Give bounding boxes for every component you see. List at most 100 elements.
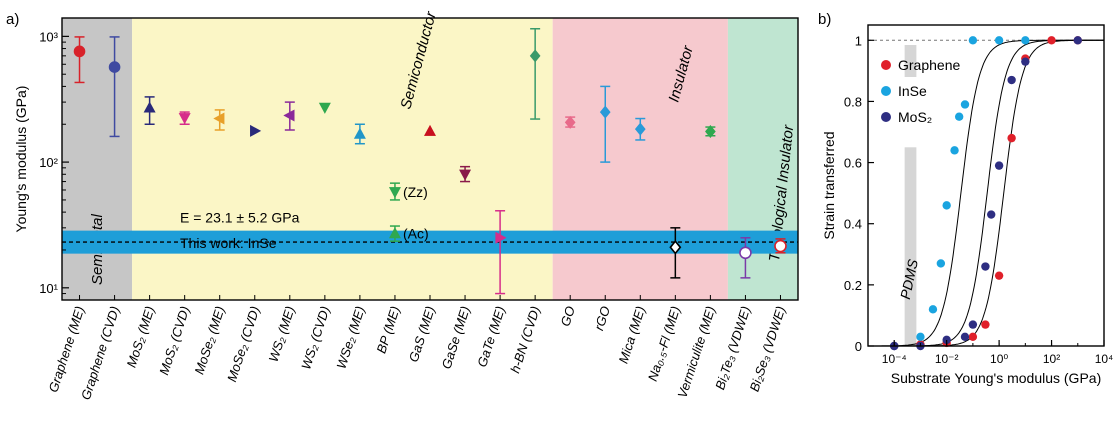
data-point-5 [250, 124, 262, 137]
b-x-tick-label-4: 10⁴ [1095, 352, 1114, 366]
legend-marker-0 [881, 60, 891, 70]
data-point-3 [178, 113, 191, 125]
x-tick-label-1: Graphene (CVD) [78, 304, 122, 401]
series-0-point-4 [981, 320, 990, 329]
b-y-tick-label-2: 0.4 [844, 217, 862, 232]
y-tick-label-0: 10¹ [39, 281, 58, 296]
data-point-14 [529, 49, 541, 63]
data-point-15 [564, 115, 576, 129]
series-2-point-4 [968, 320, 978, 329]
series-1-point-2 [928, 305, 938, 314]
y-axis-label-b: Strain transferred [821, 131, 837, 239]
series-0-point-3 [968, 332, 978, 342]
b-x-tick-label-3: 10² [1043, 352, 1060, 366]
x-tick-label-2: MoS₂ (ME) [124, 304, 158, 369]
x-tick-label-3: MoS₂ (CVD) [156, 304, 192, 377]
data-point-1 [108, 61, 121, 73]
x-tick-label-20: Bi₂Se₃ (VDWE) [747, 304, 789, 393]
series-2-point-5 [981, 262, 990, 271]
data-point-2 [143, 101, 156, 113]
x-axis-label-b: Substrate Young's modulus (GPa) [891, 370, 1101, 386]
x-tick-label-15: rGO [591, 304, 613, 332]
y-tick-label-2: 10³ [39, 29, 58, 44]
chart-b: PDMS Graphene InSe MoS₂ 0 0.2 0.4 0.6 0.8 1 10⁻⁴ 10… [821, 24, 1114, 386]
x-tick-label-5: MoSe₂ (CVD) [224, 304, 263, 383]
b-y-tick-label-3: 0.6 [844, 156, 862, 171]
x-tick-label-9: BP (ME) [374, 304, 403, 355]
x-tick-label-4: MoSe₂ (ME) [191, 304, 227, 376]
x-tick-label-6: WS₂ (ME) [266, 304, 298, 363]
series-0-point-5 [994, 271, 1004, 280]
x-tick-label-17: Na₀.₅-Fl (ME) [645, 304, 683, 383]
series-0-point-6 [1007, 133, 1016, 143]
x-tick-label-13: h-BN (CVD) [507, 304, 543, 375]
data-point-label-10: (Ac) [403, 226, 429, 242]
x-tick-label-8: WSe₂ (ME) [333, 304, 367, 370]
series-2-point-3 [960, 332, 970, 342]
series-2-point-10 [1073, 36, 1082, 45]
data-point-12 [459, 169, 472, 181]
series-1-point-5 [950, 146, 959, 155]
series-1-point-10 [1021, 36, 1030, 45]
y-tick-label-1: 10² [39, 155, 58, 170]
data-point-19 [705, 125, 716, 139]
legend-label-2: MoS₂ [898, 109, 932, 125]
panel-label-b: b) [818, 11, 831, 28]
data-point-0 [73, 45, 86, 58]
legend-marker-2 [881, 112, 891, 122]
y-axis-label-a: Young's modulus (GPa) [13, 86, 29, 233]
series-0-point-8 [1047, 36, 1056, 45]
plot-frame-b [867, 24, 1105, 347]
data-point-label-9: (Zz) [403, 184, 428, 200]
data-point-6 [283, 109, 295, 122]
series-2-point-8 [1007, 75, 1016, 85]
pdms-shade-top [904, 45, 917, 77]
data-point-13 [495, 231, 507, 244]
x-tick-label-0: Graphene (ME) [45, 304, 87, 394]
series-2-point-7 [994, 161, 1004, 170]
x-tick-label-14: GO [558, 304, 579, 328]
data-point-10 [388, 227, 401, 239]
x-tick-label-11: GaSe (ME) [439, 304, 473, 370]
series-1-point-6 [954, 112, 964, 121]
data-point-21 [774, 239, 787, 253]
panel-label-a: a) [6, 11, 19, 28]
b-x-tick-label-0: 10⁻⁴ [882, 352, 907, 366]
x-tick-label-16: Mica (ME) [616, 304, 649, 365]
x-tick-label-19: Bi₂Te₃ (VDWE) [712, 304, 753, 391]
region-1 [132, 18, 553, 300]
data-point-7 [318, 102, 331, 114]
b-x-tick-label-1: 10⁻² [935, 352, 959, 366]
b-y-tick-label-1: 0.2 [844, 278, 862, 293]
inse-band-label: This work: InSe [180, 235, 277, 251]
data-point-8 [353, 127, 366, 139]
data-point-18 [669, 239, 682, 255]
series-1-point-9 [994, 36, 1004, 45]
data-point-9 [388, 187, 401, 199]
data-point-20 [739, 246, 752, 260]
legend-marker-1 [881, 86, 891, 96]
data-point-11 [423, 124, 437, 136]
legend-label-1: InSe [898, 83, 927, 99]
region-2 [552, 18, 728, 300]
series-1-point-4 [942, 201, 951, 210]
x-tick-label-12: GaTe (ME) [474, 304, 508, 369]
series-1-point-8 [968, 36, 978, 45]
legend-label-0: Graphene [898, 57, 960, 73]
pdms-shade [904, 147, 917, 346]
series-1-point-3 [936, 259, 946, 268]
b-y-tick-label-5: 1 [855, 33, 862, 48]
b-y-tick-label-0: 0 [855, 339, 862, 354]
b-y-tick-label-4: 0.8 [844, 94, 862, 109]
series-2-point-9 [1021, 57, 1030, 66]
b-x-tick-label-2: 10⁰ [990, 352, 1008, 366]
chart-a: SemimetalSemiconductorInsulatorTopologic… [13, 9, 799, 402]
x-tick-label-7: WS₂ (CVD) [298, 304, 333, 371]
series-2-point-6 [987, 210, 996, 219]
pdms-label: PDMS [897, 257, 921, 301]
data-point-4 [213, 112, 225, 125]
x-tick-label-10: GaS (ME) [406, 304, 438, 364]
data-point-17 [634, 122, 646, 136]
